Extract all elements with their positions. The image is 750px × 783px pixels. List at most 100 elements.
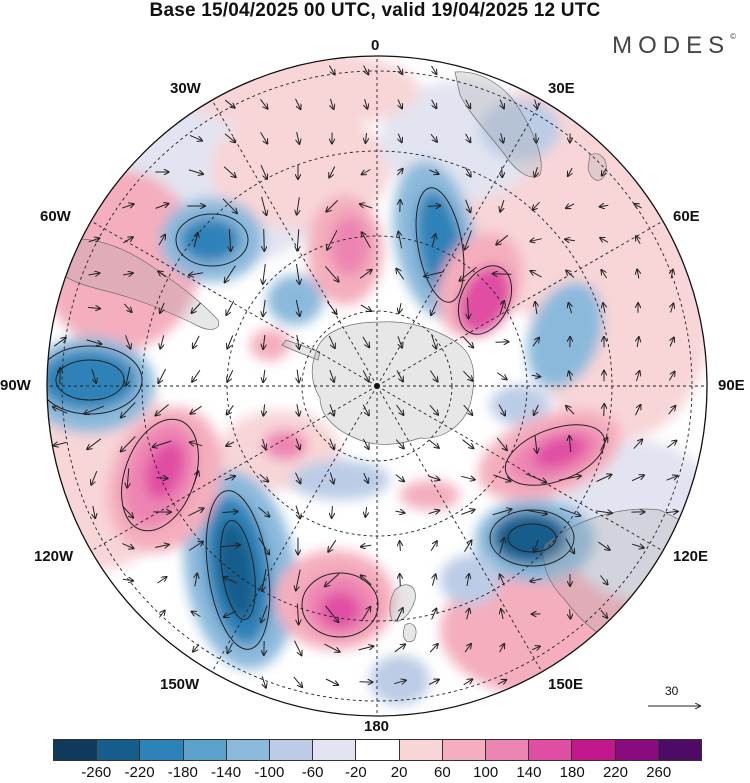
wind-vector-arrow	[330, 98, 333, 109]
wind-vector-arrow	[465, 99, 471, 108]
wind-vector-arrow	[530, 579, 542, 582]
wind-vector-arrow	[429, 370, 437, 382]
colorbar-swatch	[572, 740, 616, 760]
colorbar-swatch	[615, 740, 659, 760]
wind-vector-arrow	[569, 303, 572, 314]
wind-vector-arrow	[432, 574, 435, 586]
wind-vector-arrow	[227, 335, 234, 349]
wind-vector-arrow	[296, 569, 301, 591]
label-0: 0	[371, 37, 380, 54]
wind-vector-arrow	[631, 475, 644, 482]
wind-vector-arrow	[262, 569, 267, 591]
wind-vector-arrow	[500, 99, 504, 109]
wind-vector-arrow	[325, 605, 339, 622]
wind-vector-arrow	[467, 609, 470, 620]
wind-vector-arrow	[295, 98, 301, 109]
label-60e: 60E	[673, 208, 700, 225]
wind-vector-arrow	[329, 166, 336, 178]
wind-vector-arrow	[565, 239, 575, 240]
wind-vector-arrow	[398, 133, 401, 143]
wind-vector-arrow	[666, 476, 678, 481]
wind-vector-arrow	[430, 133, 437, 142]
wind-vectors	[53, 65, 678, 688]
wind-vector-arrow	[632, 544, 644, 548]
wind-vector-arrow	[604, 404, 605, 417]
wind-vector-arrow	[297, 335, 299, 349]
wind-vector-arrow	[670, 338, 674, 347]
wind-vector-arrow	[153, 440, 172, 447]
wind-vector-arrow	[399, 302, 401, 313]
wind-vector-arrow	[157, 577, 167, 584]
wind-vector-arrow	[220, 545, 240, 547]
wind-vector-arrow	[535, 99, 538, 109]
wind-vector-arrow	[362, 370, 369, 382]
wind-vector-arrow	[463, 404, 473, 415]
wind-vector-arrow	[596, 475, 612, 482]
wind-vector-arrow	[127, 468, 129, 487]
wind-vector-arrow	[559, 476, 581, 481]
wind-vector-arrow	[666, 511, 678, 512]
wind-vector-arrow	[496, 234, 509, 244]
wind-vector-arrow	[601, 270, 608, 279]
colorbar-tick-label: -140	[211, 764, 242, 781]
wind-vector-arrow	[88, 238, 100, 242]
wind-vector-arrow	[362, 404, 369, 416]
wind-vector-arrow	[158, 368, 167, 383]
wind-vector-arrow	[428, 439, 439, 448]
wind-vector-arrow	[155, 204, 169, 209]
wind-vector-arrow	[360, 204, 373, 209]
wind-vector-arrow	[395, 439, 404, 449]
wind-vector-arrow	[565, 538, 574, 554]
colorbar-tick-label: 220	[602, 764, 628, 781]
wind-vector-arrow	[603, 303, 605, 313]
wind-vector-arrow	[121, 402, 136, 418]
wind-vector-arrow	[637, 371, 640, 382]
wind-vector-arrow	[192, 612, 201, 617]
wind-vector-arrow	[155, 545, 169, 548]
colorbar-tick-label: -220	[124, 764, 155, 781]
wind-vector-arrow	[431, 335, 436, 348]
wind-vector-arrow	[297, 263, 300, 284]
wind-vector-arrow	[193, 644, 200, 651]
wind-vector-arrow	[297, 229, 299, 250]
wind-vector-arrow	[498, 404, 505, 416]
wind-vector-arrow	[362, 438, 368, 449]
wind-vector-arrow	[261, 605, 268, 623]
wind-vector-arrow	[124, 303, 131, 312]
wind-vector-arrow	[361, 575, 372, 586]
wind-vector-arrow	[530, 239, 542, 242]
wind-vector-arrow	[497, 680, 506, 684]
wind-vector-arrow	[429, 644, 438, 653]
wind-vector-arrow	[637, 337, 639, 347]
wind-vector-arrow	[462, 439, 474, 449]
label-90e: 90E	[718, 377, 745, 394]
wind-vector-arrow	[431, 65, 437, 74]
wind-vector-arrow	[499, 538, 505, 555]
wind-vector-arrow	[360, 304, 371, 311]
wind-vector-arrow	[121, 436, 136, 452]
wind-vector-arrow	[327, 301, 336, 314]
wind-vector-arrow	[329, 438, 334, 450]
label-30w: 30W	[170, 80, 201, 97]
wind-vector-arrow	[362, 232, 371, 248]
wind-vector-arrow	[226, 300, 235, 315]
colorbar-swatch	[486, 740, 530, 760]
wind-vector-arrow	[189, 273, 204, 275]
wind-vector-arrow	[501, 133, 504, 142]
wind-vector-arrow	[465, 199, 471, 212]
wind-vector-arrow	[86, 339, 102, 344]
wind-vector-arrow	[158, 611, 164, 618]
wind-vector-arrow	[294, 640, 302, 656]
wind-vector-arrow	[324, 643, 339, 652]
wind-vector-arrow	[226, 442, 235, 446]
colorbar-swatch	[270, 740, 314, 760]
wind-vector-arrow	[156, 478, 168, 479]
wind-vector-arrow	[602, 168, 607, 175]
wind-vector-arrow	[188, 542, 203, 551]
wind-vector-arrow	[260, 98, 267, 108]
wind-vector-arrow	[501, 609, 503, 620]
label-180: 180	[364, 718, 390, 735]
wind-vector-arrow	[634, 204, 642, 208]
colorbar-swatch	[658, 740, 702, 760]
wind-vector-arrow	[190, 442, 203, 446]
